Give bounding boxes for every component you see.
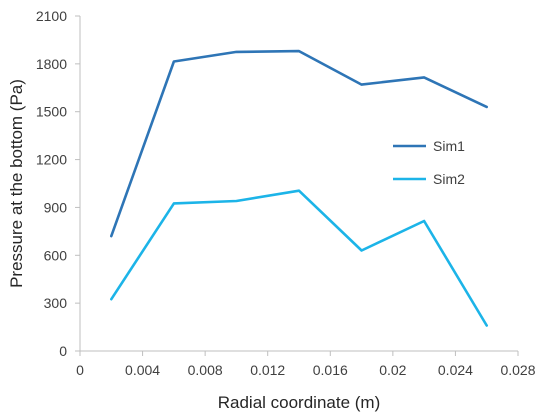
x-axis-ticks: 0 0.004 0.008 0.012 0.016 0.02 0.024 0.028 <box>76 351 536 378</box>
y-tick-label: 1200 <box>36 152 67 168</box>
x-tick-label: 0.012 <box>250 362 285 378</box>
legend-label-sim1: Sim1 <box>433 138 465 154</box>
y-axis-ticks: 0 300 600 900 1200 1500 1800 2100 <box>36 8 80 359</box>
x-tick-label: 0.02 <box>379 362 406 378</box>
axes <box>79 16 518 352</box>
y-axis-title: Pressure at the bottom (Pa) <box>7 79 26 288</box>
x-axis-title: Radial coordinate (m) <box>218 393 381 412</box>
y-tick-label: 300 <box>44 295 68 311</box>
y-tick-label: 1800 <box>36 56 67 72</box>
x-tick-label: 0.028 <box>500 362 535 378</box>
legend: Sim1 Sim2 <box>393 138 465 187</box>
series-line-sim2 <box>110 189 489 327</box>
x-tick-label: 0.004 <box>125 362 160 378</box>
x-tick-label: 0.024 <box>438 362 473 378</box>
y-tick-label: 900 <box>44 199 68 215</box>
x-tick-label: 0.016 <box>313 362 348 378</box>
x-tick-label: 0.008 <box>188 362 223 378</box>
y-tick-label: 600 <box>44 247 68 263</box>
y-tick-label: 0 <box>59 343 67 359</box>
series-line-sim1 <box>110 49 489 238</box>
y-tick-label: 2100 <box>36 8 67 24</box>
x-tick-label: 0 <box>76 362 84 378</box>
legend-label-sim2: Sim2 <box>433 171 465 187</box>
series-layer <box>110 49 489 327</box>
y-tick-label: 1500 <box>36 104 67 120</box>
